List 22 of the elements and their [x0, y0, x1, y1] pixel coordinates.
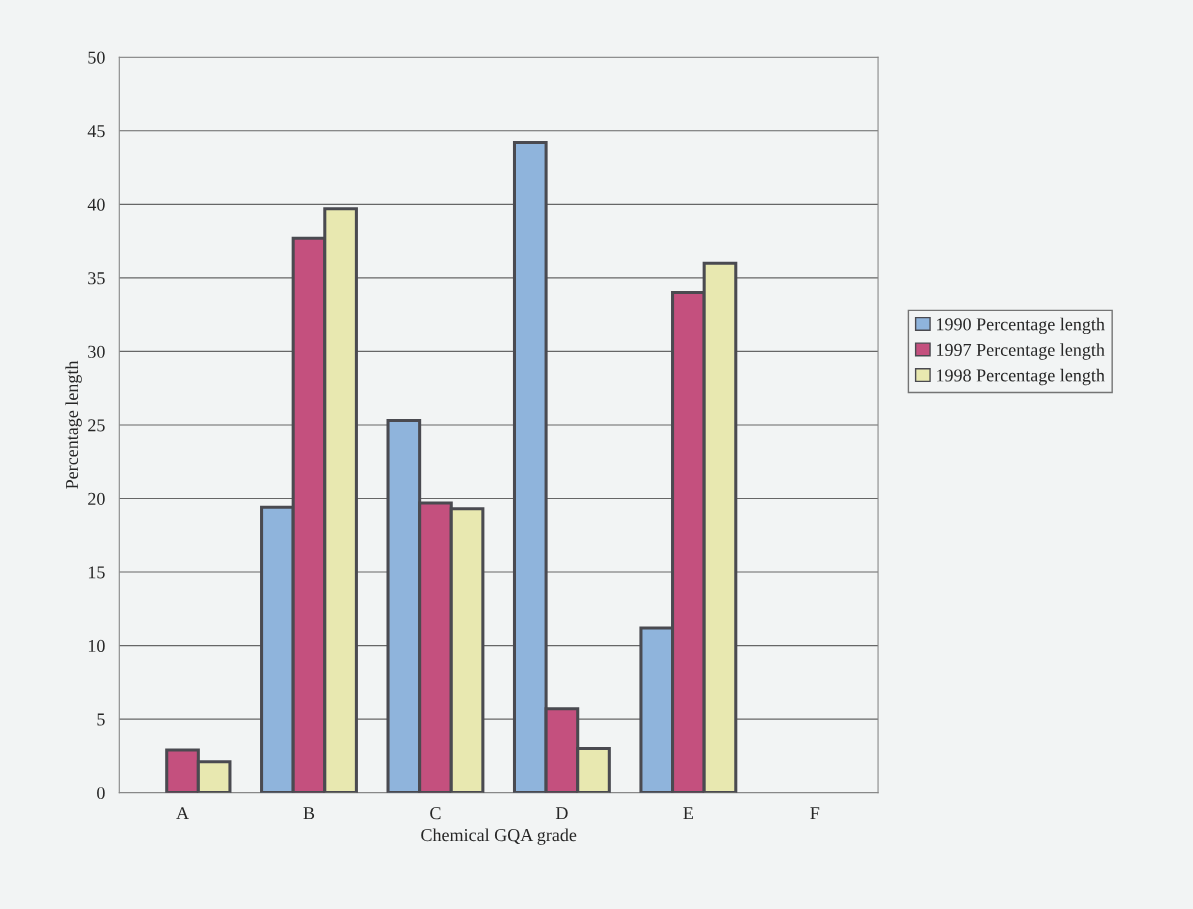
legend-label: 1998 Percentage length [937, 368, 1105, 386]
legend-label: 1990 Percentage length [937, 317, 1105, 335]
legend-label: 1997 Percentage length [937, 343, 1105, 360]
y-tick-label: 30 [88, 345, 105, 358]
x-tick-label: F [810, 807, 820, 820]
x-tick-label: B [303, 807, 315, 820]
x-tick-label: C [430, 807, 441, 820]
x-tick-label: E [683, 807, 693, 820]
y-tick-label: 45 [87, 125, 105, 138]
y-tick-label: 10 [88, 639, 105, 653]
y-tick-label: 5 [97, 713, 105, 726]
x-tick-label: A [176, 807, 189, 820]
y-tick-label: 20 [88, 492, 105, 505]
y-tick-label: 35 [88, 272, 105, 285]
y-tick-label: 50 [88, 51, 105, 64]
y-tick-label: 40 [87, 198, 105, 211]
x-tick-label: D [555, 807, 568, 820]
y-axis-title: Percentage length [65, 360, 82, 489]
x-axis-title: Chemical GQA grade [421, 828, 577, 845]
y-tick-label: 15 [88, 566, 105, 579]
y-tick-label: 0 [97, 786, 105, 800]
y-tick-label: 25 [88, 419, 105, 432]
